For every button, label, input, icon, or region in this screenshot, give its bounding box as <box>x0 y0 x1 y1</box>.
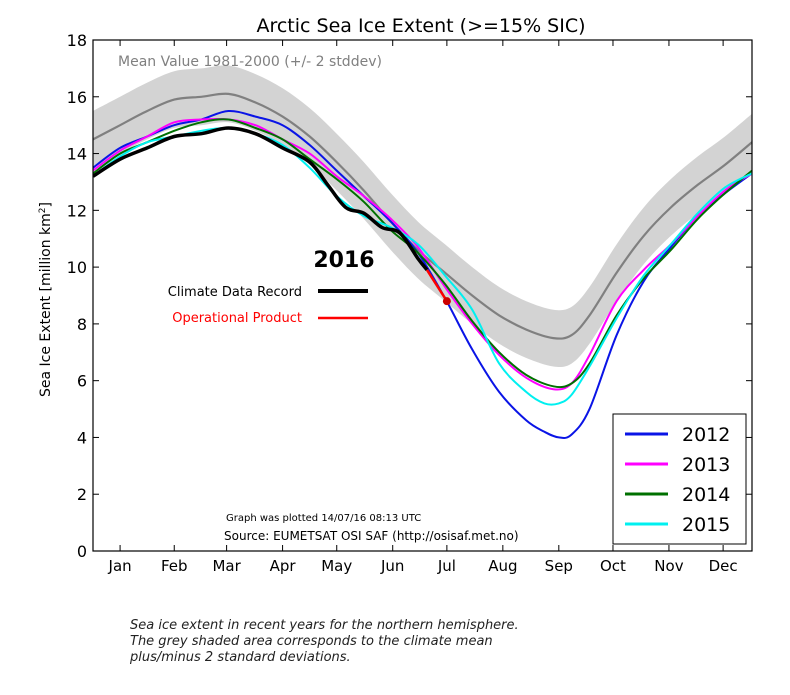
y-tick-label: 12 <box>67 201 87 220</box>
source-note: Source: EUMETSAT OSI SAF (http://osisaf.… <box>224 529 519 543</box>
caption-line-3: plus/minus 2 standard deviations. <box>130 650 351 665</box>
y-tick-label: 0 <box>77 542 87 561</box>
series-line-2015 <box>93 126 752 406</box>
plot-note: Graph was plotted 14/07/16 08:13 UTC <box>226 513 421 524</box>
x-tick-label: Apr <box>270 557 297 575</box>
caption-line-1: Sea ice extent in recent years for the n… <box>130 618 519 633</box>
x-tick-label: Jul <box>437 557 456 575</box>
cdr-legend-label: Climate Data Record <box>168 285 302 300</box>
plot-border <box>92 39 753 552</box>
plot-area: 0 2 4 6 8 10 12 14 16 18 Jan Feb Mar Apr May Jun Jul Aug S… <box>67 31 753 575</box>
legend-label-2014: 2014 <box>682 484 730 506</box>
y-tick-label: 6 <box>77 372 87 391</box>
legend: 2012 2013 2014 2015 <box>612 413 747 545</box>
y-axis-label-close: ] <box>38 202 54 207</box>
x-tick-label: May <box>321 557 352 575</box>
legend-label-2012: 2012 <box>682 424 730 446</box>
chart-title: Arctic Sea Ice Extent (>=15% SIC) <box>256 15 585 37</box>
year-2016-heading: 2016 <box>313 248 374 273</box>
legend-label-2015: 2015 <box>682 514 730 536</box>
mean-line <box>93 92 752 340</box>
mean-label: Mean Value 1981-2000 (+/- 2 stddev) <box>118 54 382 70</box>
x-tick-label: Mar <box>212 557 241 575</box>
y-axis-label-sup: 2 <box>38 207 48 213</box>
y-tick-label: 18 <box>67 31 87 50</box>
op-legend-label: Operational Product <box>172 311 302 326</box>
mean-stddev-band <box>93 65 752 367</box>
series-line-2014 <box>93 118 752 389</box>
series-2016-endpoint <box>442 297 451 306</box>
y-tick-label: 16 <box>67 88 87 107</box>
x-tick-label: Dec <box>709 557 738 575</box>
legend-label-2013: 2013 <box>682 454 730 476</box>
x-tick-label: Jun <box>380 557 404 575</box>
x-tick-label: Jan <box>108 557 132 575</box>
y-tick-label: 2 <box>77 485 87 504</box>
y-tick-label: 4 <box>77 428 87 447</box>
x-tick-label: Feb <box>161 557 188 575</box>
y-tick-label: 10 <box>67 258 87 277</box>
figure-caption: Sea ice extent in recent years for the n… <box>130 618 690 666</box>
series-line-2016-cdr <box>93 126 429 272</box>
y-tick-label: 14 <box>67 145 87 164</box>
legend-box <box>612 413 747 545</box>
x-tick-label: Sep <box>545 557 573 575</box>
caption-line-2: The grey shaded area corresponds to the … <box>130 634 493 649</box>
sea-ice-chart: Arctic Sea Ice Extent (>=15% SIC) 0 2 4 6 8 1… <box>38 15 753 575</box>
x-tick-label: Aug <box>488 557 517 575</box>
y-axis-label: Sea Ice Extent [million km2] <box>38 202 54 397</box>
y-axis-label-text: Sea Ice Extent [million km <box>38 213 54 397</box>
y-tick-label: 8 <box>77 315 87 334</box>
x-tick-label: Oct <box>600 557 626 575</box>
x-tick-label: Nov <box>654 557 683 575</box>
